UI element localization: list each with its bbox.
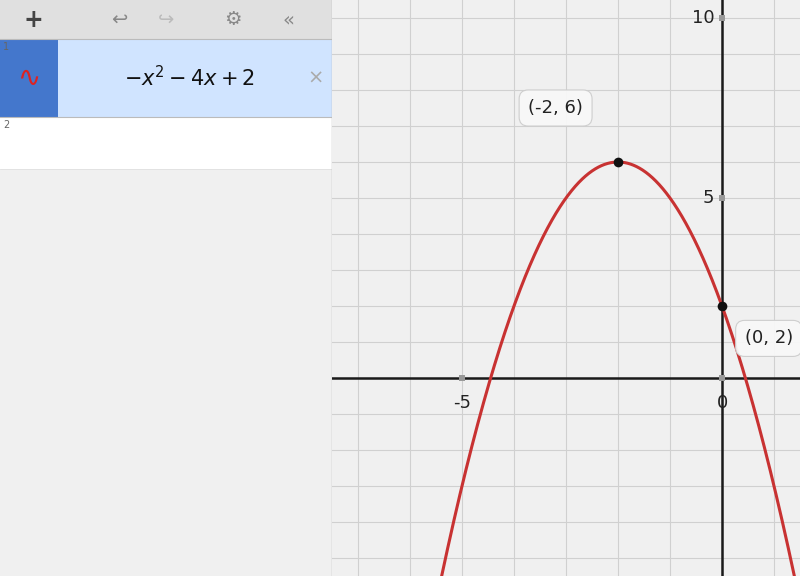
Text: (-2, 6): (-2, 6) (528, 99, 583, 117)
FancyBboxPatch shape (0, 39, 332, 117)
Text: ×: × (307, 69, 323, 88)
Text: 10: 10 (691, 9, 714, 27)
Text: -5: -5 (453, 394, 471, 412)
Text: (0, 2): (0, 2) (745, 329, 793, 347)
Text: ∿: ∿ (18, 64, 41, 92)
Text: «: « (283, 10, 295, 29)
Text: ⚙: ⚙ (224, 10, 241, 29)
Text: 0: 0 (716, 394, 728, 412)
Text: $-x^2 - 4x + 2$: $-x^2 - 4x + 2$ (124, 66, 254, 90)
FancyBboxPatch shape (0, 117, 332, 169)
Text: 1: 1 (3, 42, 10, 52)
Text: 5: 5 (702, 189, 714, 207)
FancyBboxPatch shape (0, 0, 332, 39)
Text: +: + (23, 7, 43, 32)
Text: ↩: ↩ (111, 10, 128, 29)
FancyBboxPatch shape (0, 39, 58, 117)
Text: 2: 2 (3, 120, 10, 130)
FancyBboxPatch shape (0, 0, 332, 576)
Text: ↪: ↪ (158, 10, 174, 29)
